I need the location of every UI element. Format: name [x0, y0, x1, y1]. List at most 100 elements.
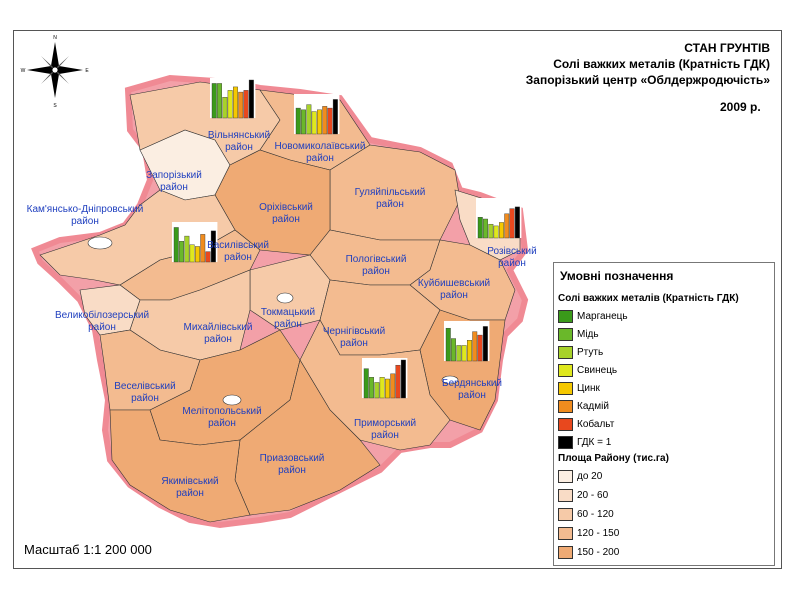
legend-area-title: Площа Району (тис.га): [558, 453, 669, 464]
legend-title: Умовні позначення: [560, 269, 674, 283]
legend-area-item: 60 - 120: [558, 507, 614, 521]
district-chart: [476, 198, 522, 239]
chart-bar: [400, 359, 406, 399]
city-blob-tokmak: [276, 292, 294, 304]
chart-bar: [374, 382, 380, 399]
chart-bar: [504, 213, 510, 239]
district-label-berdianskyi: Бердянський район: [442, 378, 502, 401]
chart-bar: [390, 373, 396, 399]
legend-swatch: [558, 435, 573, 449]
district-chart: [294, 94, 340, 135]
compass-rose-icon: N S W E: [21, 35, 90, 109]
legend-label: 20 - 60: [577, 489, 609, 501]
chart-bar: [227, 90, 233, 119]
city-blob-kamianka: [87, 236, 113, 250]
district-label-orikhivskyi: Оріхівський район: [259, 202, 313, 225]
legend-swatch: [558, 363, 573, 377]
legend-panel: Умовні позначення Солі важких металів (К…: [553, 262, 775, 566]
legend-swatch: [558, 345, 573, 359]
chart-bar: [493, 225, 499, 239]
district-chart: [444, 321, 490, 362]
legend-label: Свинець: [577, 364, 618, 376]
chart-bar: [301, 109, 306, 135]
district-label-veselivskyi: Веселівський район: [114, 381, 176, 404]
chart-bar: [509, 208, 515, 239]
chart-bar: [295, 107, 301, 135]
map-year: 2009 р.: [720, 100, 761, 114]
chart-bar: [184, 235, 190, 263]
legend-label: Кобальт: [577, 418, 615, 430]
chart-bar: [482, 326, 488, 362]
district-label-tokmatskyi: Токмацький район: [260, 307, 316, 330]
chart-bar: [194, 246, 200, 263]
district-label-polohivskyi: Пологівський район: [345, 254, 407, 277]
legend-area-item: до 20: [558, 469, 602, 483]
district-label-zaporizkyi: Запорізький район: [146, 170, 202, 193]
city-blob-berdiansk: [441, 375, 459, 385]
district-label-velykobilozerskyi: Великобілозерський район: [54, 310, 150, 333]
district-label-vilnianskyi: Вільнянський район: [207, 130, 271, 153]
chart-bar: [173, 227, 179, 263]
district-label-chernihivskyi: Чернігівський район: [322, 326, 386, 349]
chart-bar: [317, 109, 322, 135]
legend-area-item: 150 - 200: [558, 545, 619, 559]
legend-area-item: 120 - 150: [558, 526, 619, 540]
legend-swatch: [558, 526, 573, 540]
chart-bar: [456, 345, 462, 362]
district-chart: [362, 358, 408, 399]
legend-area-item: 20 - 60: [558, 488, 608, 502]
chart-bar: [243, 90, 249, 119]
legend-swatch: [558, 309, 573, 323]
chart-bar: [514, 206, 520, 239]
legend-label: Цинк: [577, 382, 600, 394]
district-label-kuibyshevskyi: Куйбишевський район: [417, 278, 491, 301]
legend-label: Кадмій: [577, 400, 609, 412]
legend-swatch: [558, 507, 573, 521]
chart-bar: [211, 83, 217, 119]
chart-bar: [445, 327, 451, 362]
compass-w: W: [21, 68, 26, 74]
legend-label: Марганець: [577, 310, 628, 322]
chart-bar: [395, 364, 401, 399]
chart-bar: [179, 241, 185, 263]
chart-bar: [322, 106, 328, 135]
district-label-rozivskyi: Розівський район: [487, 246, 537, 269]
chart-bar: [363, 368, 369, 399]
district-label-prymorskyi: Приморський район: [353, 418, 417, 441]
district-label-kamianka: Кам'янсько-Дніпровський район: [26, 204, 144, 227]
legend-label: Ртуть: [577, 346, 604, 358]
legend-label: 120 - 150: [577, 527, 620, 539]
chart-bar: [477, 334, 483, 362]
compass-n: N: [53, 35, 57, 41]
district-label-huliaipilskyi: Гуляйпільський район: [354, 187, 426, 210]
chart-bar: [477, 217, 483, 239]
chart-background: [476, 198, 522, 238]
district-chart: [172, 222, 218, 263]
legend-metal-item: Кобальт: [558, 417, 614, 431]
chart-bar: [369, 377, 374, 399]
map-title: СТАН ГРУНТІВ: [684, 41, 770, 55]
chart-bar: [232, 86, 238, 119]
legend-label: 60 - 120: [577, 508, 614, 520]
legend-swatch: [558, 399, 573, 413]
district-label-mykhailivskyi: Михайлівський район: [183, 322, 253, 345]
map-title-block: СТАН ГРУНТІВ Солі важких металів (Кратні…: [526, 40, 770, 88]
chart-background: [210, 78, 256, 118]
district-yakymivskyi-area: [109, 409, 251, 523]
chart-background: [294, 94, 340, 134]
legend-swatch: [558, 545, 573, 559]
legend-swatch: [558, 327, 573, 341]
legend-swatch: [558, 469, 573, 483]
chart-bar: [488, 223, 494, 239]
district-label-vasylivskyi: Василівський район: [207, 240, 269, 263]
district-kamianka-area: [39, 189, 236, 286]
legend-swatch: [558, 417, 573, 431]
chart-bar: [222, 97, 228, 119]
legend-label: 150 - 200: [577, 546, 620, 558]
map-organization: Запорізький центр «Облдержродючість»: [525, 73, 770, 87]
legend-label: Мідь: [577, 328, 599, 340]
legend-swatch: [558, 488, 573, 502]
chart-bar: [248, 79, 254, 119]
chart-bar: [306, 104, 312, 135]
city-blob-melitopol: [222, 394, 242, 406]
